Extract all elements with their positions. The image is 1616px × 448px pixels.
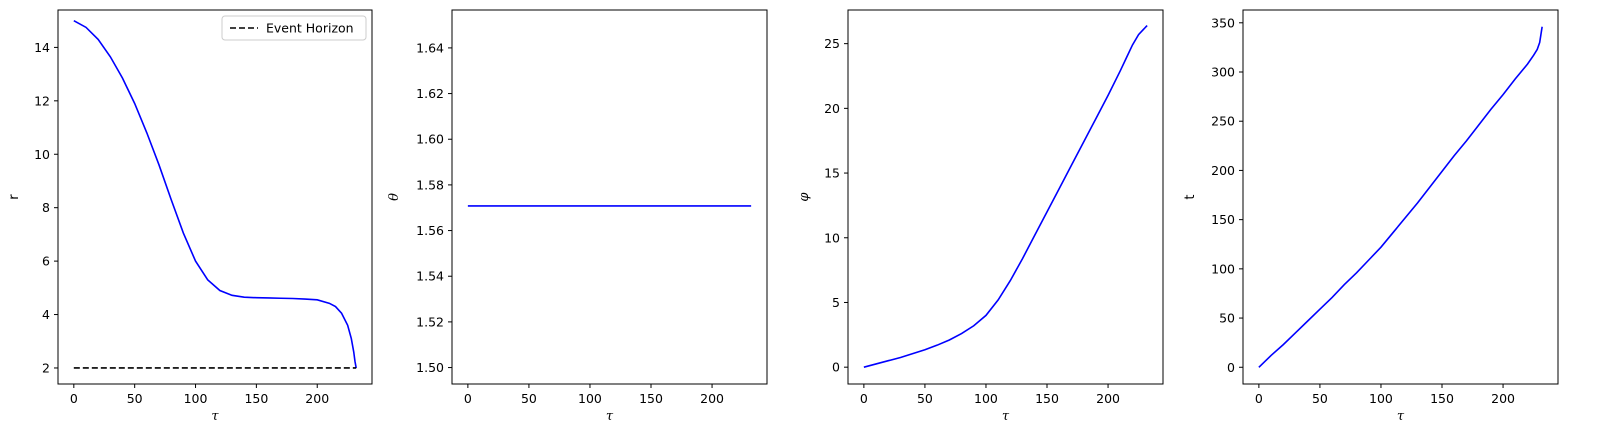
chart2-ytick-label: 1.50 (416, 360, 444, 375)
chart4-xtick-label: 0 (1255, 391, 1263, 406)
chart1-xtick-label: 0 (70, 391, 78, 406)
chart1-xtick-label: 200 (305, 391, 329, 406)
chart4-ytick-label: 250 (1211, 114, 1235, 129)
chart4-ytick-label: 100 (1211, 261, 1235, 276)
chart1-xlabel: τ (211, 409, 219, 424)
chart2-xtick-label: 200 (700, 391, 724, 406)
chart3-ylabel: φ (797, 192, 812, 202)
chart2-ytick-label: 1.52 (416, 314, 444, 329)
chart2-ytick-label: 1.56 (416, 223, 444, 238)
chart3-xtick-label: 200 (1096, 391, 1120, 406)
chart3-ytick-label: 0 (832, 360, 840, 375)
chart1-axes-frame (57, 9, 373, 385)
chart4-ytick-label: 0 (1227, 360, 1235, 375)
chart1-ytick-label: 4 (42, 307, 50, 322)
chart3-ytick-label: 20 (824, 101, 840, 116)
chart4-ytick-label: 300 (1211, 65, 1235, 80)
chart4-ytick-label: 350 (1211, 15, 1235, 30)
chart1-ytick-label: 12 (34, 93, 50, 108)
chart3-xlabel: τ (1002, 409, 1010, 424)
chart2-axes-frame (451, 9, 768, 385)
chart1-ytick-label: 10 (34, 147, 50, 162)
chart1-ytick-label: 2 (42, 360, 50, 375)
chart4-xtick-label: 200 (1491, 391, 1515, 406)
chart4-xtick-label: 50 (1312, 391, 1328, 406)
chart2-xlabel: τ (606, 409, 614, 424)
chart1-legend: Event Horizon (221, 15, 367, 41)
chart1-xtick-label: 100 (184, 391, 208, 406)
chart4-axes-frame (1242, 9, 1559, 385)
chart2-ytick-label: 1.58 (416, 177, 444, 192)
chart1-xtick-label: 50 (127, 391, 143, 406)
chart3-xtick-label: 100 (974, 391, 998, 406)
chart3-xtick-label: 0 (860, 391, 868, 406)
chart3-panel: 0 50 100 150 200 0 5 10 15 20 25 τ φ (797, 9, 1164, 424)
chart1-ylabel: r (7, 194, 22, 200)
chart3-ytick-label: 5 (832, 295, 840, 310)
chart4-series-1-line (1258, 26, 1543, 368)
chart3-xtick-label: 150 (1035, 391, 1059, 406)
chart2-ytick-label: 1.64 (416, 40, 444, 55)
chart2-xtick-label: 50 (521, 391, 537, 406)
chart1-ytick-label: 8 (42, 200, 50, 215)
chart3-series-1-line (863, 24, 1148, 368)
chart2-xtick-label: 0 (464, 391, 472, 406)
chart4-ytick-label: 200 (1211, 163, 1235, 178)
chart3-ytick-label: 25 (824, 36, 840, 51)
chart2-xtick-label: 150 (639, 391, 663, 406)
chart4-xtick-label: 100 (1369, 391, 1393, 406)
chart2-ytick-label: 1.62 (416, 86, 444, 101)
chart4-ylabel: t (1183, 194, 1198, 199)
chart1-ytick-label: 6 (42, 254, 50, 269)
chart1-series-1-line (73, 19, 357, 369)
chart4-xtick-label: 150 (1430, 391, 1454, 406)
chart4-xlabel: τ (1397, 409, 1405, 424)
chart2-ylabel: θ (387, 193, 402, 201)
chart1-panel: 0 50 100 150 200 2 4 6 8 10 12 14 τ r Event Horizon (7, 9, 373, 424)
chart3-ytick-label: 10 (824, 230, 840, 245)
chart4-ytick-label: 150 (1211, 212, 1235, 227)
chart1-xtick-label: 150 (244, 391, 268, 406)
chart1-legend-box (221, 15, 367, 41)
chart1-ytick-label: 14 (34, 40, 50, 55)
chart2-xtick-label: 100 (578, 391, 602, 406)
chart3-ytick-label: 15 (824, 166, 840, 181)
chart3-xtick-label: 50 (917, 391, 933, 406)
chart4-ytick-label: 50 (1219, 311, 1235, 326)
chart3-axes-frame (847, 9, 1164, 385)
chart4-panel: 0 50 100 150 200 0 50 100 150 200 250 300 350 τ t (1183, 9, 1559, 424)
chart2-ytick-label: 1.60 (416, 132, 444, 147)
chart2-ytick-label: 1.54 (416, 269, 444, 284)
chart1-legend-label: Event Horizon (266, 21, 354, 36)
chart2-panel: 0 50 100 150 200 1.50 1.52 1.54 1.56 1.58 1.60 1.62… (387, 9, 768, 424)
